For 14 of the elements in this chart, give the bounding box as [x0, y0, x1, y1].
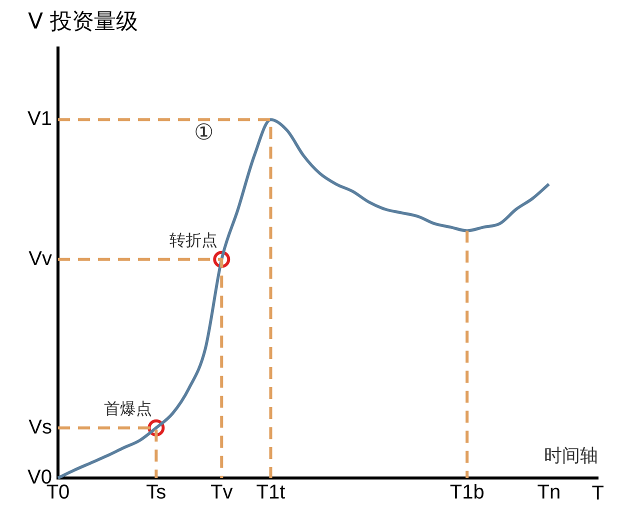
text: V1 — [28, 108, 52, 130]
text: Vv — [28, 248, 52, 270]
annotation: 转折点 — [170, 230, 218, 250]
y-axis-title: V 投资量级 — [28, 10, 138, 35]
x-tick-label: T1b — [450, 482, 484, 504]
x-tick-label: Tv — [210, 482, 233, 504]
annotation: 时间轴 — [544, 446, 598, 467]
x-tick-label: Ts — [146, 482, 166, 504]
text: Vs — [28, 416, 52, 438]
x-tick-label: T1t — [256, 482, 286, 504]
annotation: ① — [194, 120, 214, 146]
x-axis-title: T — [592, 482, 604, 505]
annotation: 首爆点 — [104, 398, 152, 418]
x-tick-label: Tn — [537, 482, 561, 504]
